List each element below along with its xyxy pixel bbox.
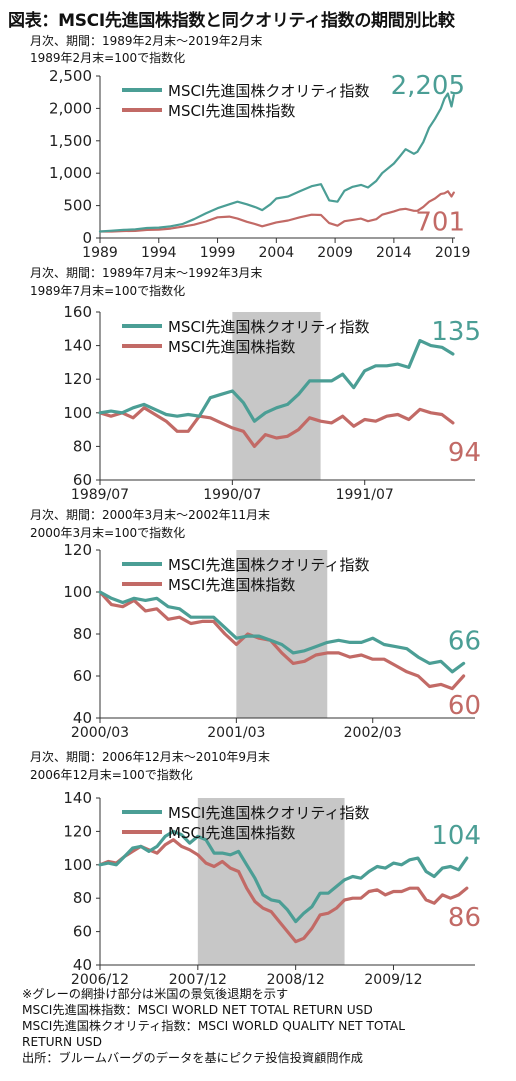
y-tick-label: 1,000 [49,164,92,182]
series-line-msci [98,406,455,448]
x-tick-label: 2019 [435,245,471,261]
series-line-msci [98,190,455,233]
footnote-msci-source: MSCI先進国株指数：MSCI WORLD NET TOTAL RETURN U… [22,1003,373,1017]
legend-label-quality: MSCI先進国株クオリティ指数 [168,82,369,100]
x-tick-label: 1989/07 [71,487,129,503]
y-tick-label: 160 [63,303,92,321]
x-tick-label: 1990/07 [203,487,261,503]
chart-1989-1992: 60 80 100 120 140 160 1989/07 1990/07 1991/07 MSC… [63,303,481,503]
footnote-recession: ※グレーの網掛け部分は米国の景気後退期を示す [22,987,289,1001]
legend-label-msci: MSCI先進国株指数 [168,338,295,356]
y-tick-label: 120 [63,822,92,840]
end-label-quality: 135 [431,317,481,347]
y-tick-label: 120 [63,541,92,559]
y-tick-label: 60 [73,923,92,941]
chart4-subtitle-2: 2006年12月末=100で指数化 [30,768,193,782]
x-tick-label: 1989 [82,245,118,261]
series-line-quality [98,829,469,924]
y-tick-label: 100 [63,856,92,874]
y-tick-label: 2,000 [49,99,92,117]
x-tick-label: 2008/12 [267,972,325,988]
y-tick-label: 100 [63,404,92,422]
chart4-subtitle-1: 月次、期間：2006年12月末～2010年9月末 [30,750,270,764]
x-tick-label: 1999 [200,245,236,261]
chart-2000-2002: 40 60 80 100 120 2000/03 2001/03 2002/03 MSCI先進国… [63,541,481,741]
y-tick-label: 2,500 [49,67,92,85]
footnotes: ※グレーの網掛け部分は米国の景気後退期を示す MSCI先進国株指数：MSCI W… [22,986,512,1066]
chart-2006-2010: 40 60 80 100 120 140 2006/12 2007/12 2008/12 2009… [63,789,481,988]
legend-label-quality: MSCI先進国株クオリティ指数 [168,318,369,336]
end-label-quality: 66 [448,626,481,656]
y-tick-label: 120 [63,370,92,388]
series-line-quality [98,590,466,674]
series-line-msci [98,590,466,691]
end-label-quality: 104 [431,821,481,851]
chart3-subtitle-1: 月次、期間：2000年3月末～2002年11月末 [30,508,270,522]
chart1-subtitle-1: 月次、期間：1989年2月末～2019年2月末 [30,34,263,48]
y-tick-label: 140 [63,337,92,355]
y-tick-label: 40 [73,956,92,974]
chart-full-period: 0 500 1,000 1,500 2,000 2,500 1989 1994 1999 2004… [49,67,471,261]
y-tick-label: 80 [73,437,92,455]
x-tick-label: 2009 [317,245,353,261]
legend-label-quality: MSCI先進国株クオリティ指数 [168,804,369,822]
end-label-msci: 86 [448,903,481,933]
x-tick-label: 2004 [259,245,295,261]
chart3-subtitle-2: 2000年3月末=100で指数化 [30,526,186,540]
y-tick-label: 0 [82,229,92,247]
x-tick-label: 2006/12 [71,972,129,988]
y-tick-label: 60 [73,471,92,489]
end-label-quality: 2,205 [391,71,465,101]
end-label-msci: 94 [448,438,481,468]
chart2-subtitle-1: 月次、期間：1989年7月末～1992年3月末 [30,266,263,280]
legend-label-quality: MSCI先進国株クオリティ指数 [168,556,369,574]
recession-shade-0 [232,312,321,480]
x-tick-label: 2002/03 [344,725,402,741]
x-tick-label: 2001/03 [207,725,265,741]
footnote-data-source: 出所：ブルームバーグのデータを基にピクテ投信投資顧問作成 [22,1051,363,1065]
x-tick-label: 2007/12 [169,972,227,988]
y-tick-label: 40 [73,709,92,727]
legend-label-msci: MSCI先進国株指数 [168,824,295,842]
series-line-quality [98,338,455,423]
end-label-msci: 701 [415,208,465,238]
y-tick-label: 80 [73,889,92,907]
legend-label-msci: MSCI先進国株指数 [168,102,295,120]
end-label-msci: 60 [448,691,481,721]
x-tick-label: 2000/03 [71,725,129,741]
x-tick-label: 1991/07 [336,487,394,503]
x-tick-label: 1994 [141,245,177,261]
series-line-msci [98,838,469,944]
y-tick-label: 500 [63,197,92,215]
y-tick-label: 80 [73,625,92,643]
y-tick-label: 100 [63,583,92,601]
footnote-quality-source-cont: RETURN USD [22,1035,103,1049]
x-tick-label: 2014 [376,245,412,261]
recession-shade-0 [197,798,345,965]
x-tick-label: 2009/12 [364,972,422,988]
footnote-quality-source: MSCI先進国株クオリティ指数：MSCI WORLD QUALITY NET T… [22,1019,406,1033]
y-tick-label: 1,500 [49,132,92,150]
figure-title: 図表：MSCI先進国株指数と同クオリティ指数の期間別比較 [8,11,455,31]
series-line-quality [98,92,455,233]
legend-label-msci: MSCI先進国株指数 [168,576,295,594]
y-tick-label: 140 [63,789,92,807]
chart2-subtitle-2: 1989年7月末=100で指数化 [30,284,186,298]
y-tick-label: 60 [73,667,92,685]
chart1-subtitle-2: 1989年2月末=100で指数化 [30,51,186,65]
